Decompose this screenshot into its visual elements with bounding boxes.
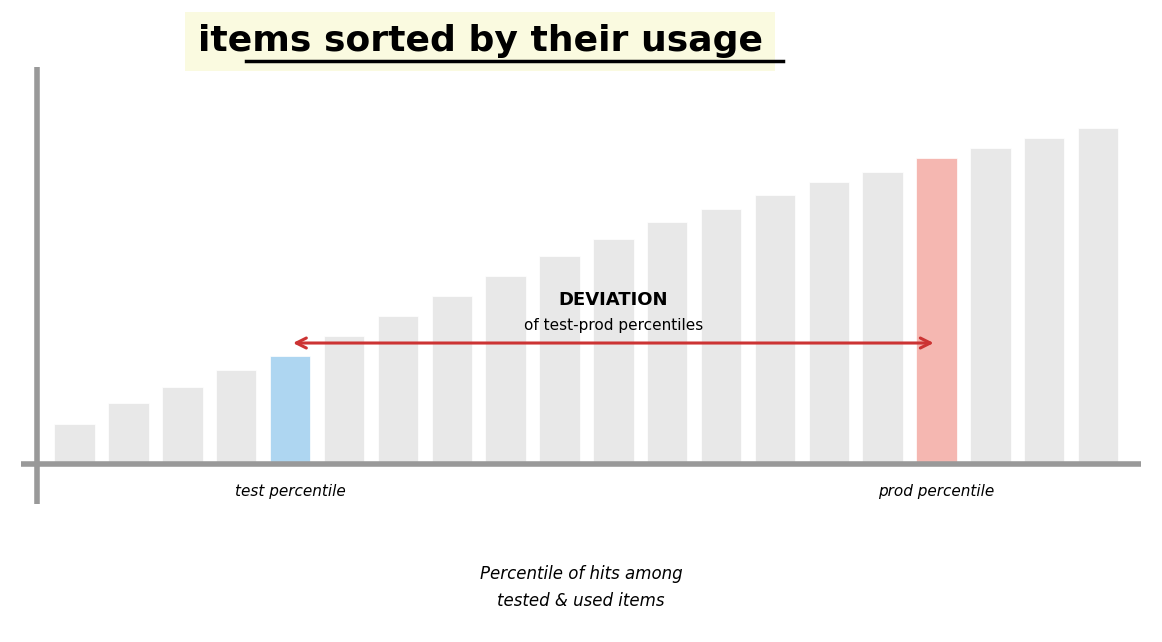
Text: tested & used items: tested & used items	[497, 592, 665, 610]
Bar	[1078, 128, 1118, 464]
Bar	[970, 148, 1011, 464]
Bar	[862, 171, 903, 464]
Bar	[270, 356, 310, 464]
Text: items sorted by their usage: items sorted by their usage	[198, 24, 762, 58]
Bar	[1024, 138, 1064, 464]
Bar	[324, 336, 364, 464]
Bar	[647, 222, 688, 464]
Bar	[486, 276, 525, 464]
Bar	[917, 158, 956, 464]
Bar	[163, 386, 202, 464]
Text: test percentile: test percentile	[235, 484, 345, 499]
Bar	[754, 195, 795, 464]
Bar	[809, 182, 849, 464]
Bar	[55, 424, 95, 464]
Bar	[378, 316, 418, 464]
Bar	[216, 370, 257, 464]
Bar	[108, 404, 149, 464]
Text: DEVIATION: DEVIATION	[559, 291, 668, 309]
Bar	[431, 296, 472, 464]
Text: of test-prod percentiles: of test-prod percentiles	[524, 318, 703, 333]
Bar	[593, 239, 633, 464]
Bar	[539, 256, 580, 464]
Text: Percentile of hits among: Percentile of hits among	[480, 566, 682, 584]
Text: prod percentile: prod percentile	[878, 484, 995, 499]
Bar	[701, 209, 741, 464]
